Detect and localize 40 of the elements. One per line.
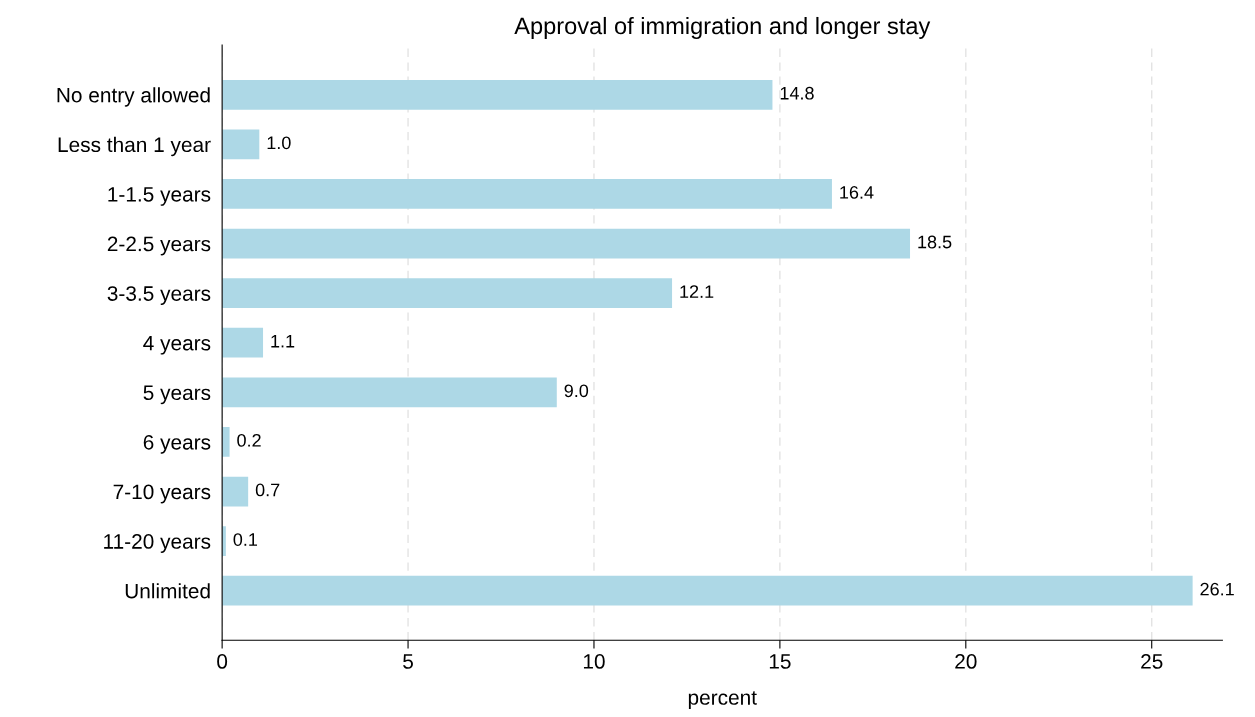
data-label: 0.2 xyxy=(237,433,261,447)
x-tick-label: 5 xyxy=(403,654,413,669)
y-tick-label: 3-3.5 years xyxy=(107,286,211,306)
x-tick-label: 0 xyxy=(217,654,228,669)
data-label: 0.7 xyxy=(255,483,280,497)
data-label: 18.5 xyxy=(918,235,952,249)
bar xyxy=(222,476,249,507)
y-tick-label: 5 years xyxy=(143,385,211,405)
y-tick-label: Unlimited xyxy=(125,583,210,599)
data-label: 26.1 xyxy=(1200,582,1234,596)
y-tick-label: 1-1.5 years xyxy=(108,187,211,206)
bar xyxy=(222,427,230,457)
y-tick-label: 7-10 years xyxy=(113,484,211,504)
bar xyxy=(222,377,557,408)
data-label: 16.4 xyxy=(840,186,874,199)
x-tick-label: 25 xyxy=(1141,654,1163,669)
data-label: 0.1 xyxy=(233,533,258,546)
data-label: 12.1 xyxy=(680,285,714,298)
data-label: 9.0 xyxy=(564,384,589,398)
bar xyxy=(222,228,911,259)
chart-title: Approval of immigration and longer stay xyxy=(514,16,931,39)
bar xyxy=(222,129,260,160)
y-tick-label: Less than 1 year xyxy=(58,136,211,157)
bar xyxy=(222,79,773,110)
bar xyxy=(222,327,264,358)
bar xyxy=(222,575,1193,606)
bar xyxy=(222,179,832,209)
y-tick-label: 6 years xyxy=(143,434,211,454)
x-tick-label: 10 xyxy=(583,654,605,669)
data-label: 1.0 xyxy=(267,136,291,150)
x-tick-label: 15 xyxy=(769,654,791,669)
x-axis-title: percent xyxy=(688,691,757,709)
data-label: 1.1 xyxy=(271,334,295,348)
bar xyxy=(222,278,673,309)
x-tick-label: 20 xyxy=(955,654,977,669)
y-tick-label: No entry allowed xyxy=(57,87,210,107)
y-tick-label: 2-2.5 years xyxy=(107,236,211,256)
y-tick-label: 4 years xyxy=(143,335,211,355)
data-label: 14.8 xyxy=(780,86,814,100)
y-tick-label: 11-20 years xyxy=(104,534,211,553)
